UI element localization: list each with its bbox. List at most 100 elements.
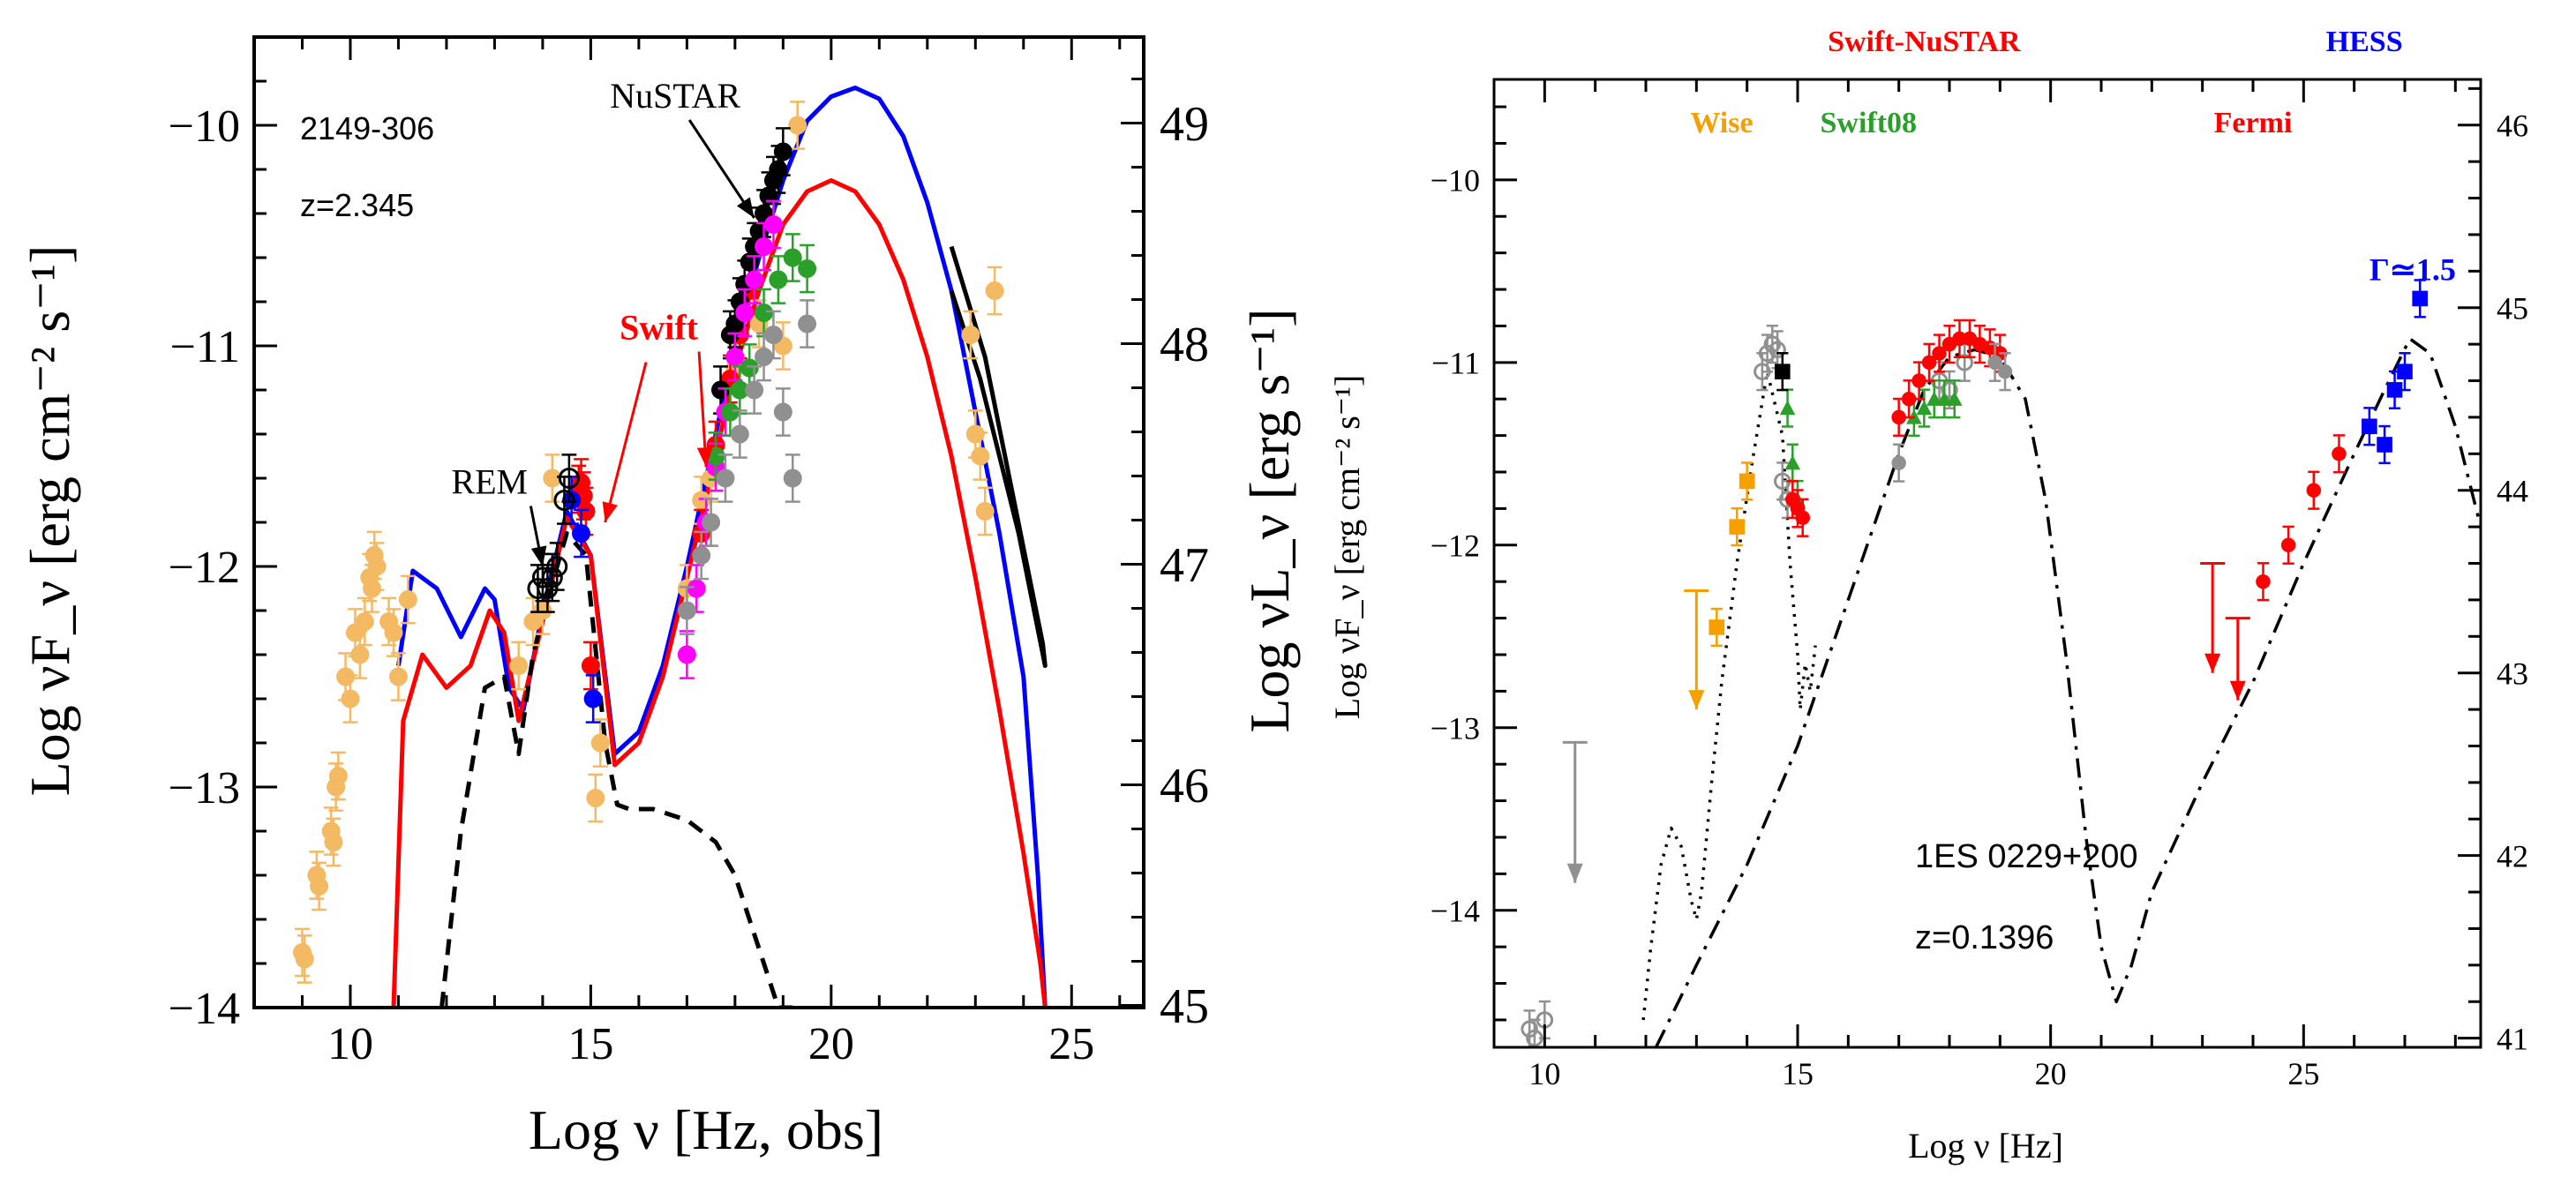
left-y-tick-label-right: 45 [1160,979,1209,1034]
right-y-tick-label-right: 46 [2497,108,2528,143]
right-y-tick-label: −12 [1431,528,1480,563]
left-x-tick-label: 15 [567,1019,613,1069]
left-series-grey-point [745,365,764,415]
left-axis-ticks: 10 15 20 25 −14 −13 −12 −11 −10 45 46 47 48 49 [169,35,1209,1069]
left-series-green-point [720,387,740,437]
left-series-archival-orange-point [324,817,343,867]
right-series-grey-open-point [1758,334,1776,373]
right-series-hess-point [2377,424,2392,465]
right-plot-frame [1492,78,2482,1049]
right-series-swift-nustar-red-point [1921,342,1937,382]
right-series-hess-point [2412,279,2428,319]
left-series-archival-orange-point [328,751,348,801]
right-y-tick-label: −14 [1431,893,1480,928]
right-y-axis-label: Log νF_ν [erg cm⁻² s⁻¹] [1327,375,1367,720]
left-series-grey-point [692,530,711,581]
right-series-hess-point [2362,407,2377,446]
left-y-tick-label-right: 47 [1160,538,1209,593]
right-band-label-swift-nustar: Swift-NuSTAR [1828,26,2021,58]
left-y-axis-label: Log νF_ν [erg cm⁻² s⁻¹] [19,245,81,797]
left-panel: NuSTAR Swift REM 10 15 20 25 −14 −13 −12 −11 −10 45… [19,35,1301,1161]
right-series-swift-nustar-red-point [1911,361,1926,401]
left-series-grey-point [755,332,774,382]
right-y-tick-label-right: 41 [2497,1021,2528,1056]
left-series-archival-orange-point [975,486,995,536]
right-series-fermi-point [2256,562,2271,602]
left-series-green-point [783,233,802,282]
left-y-tick-label: −11 [170,322,240,372]
left-series-archival-orange-point [788,101,807,150]
left-y-tick-label: −13 [169,763,240,813]
left-series-archival-orange-point [388,652,408,701]
right-axis-ticks: 10 15 20 25 −14 −13 −12 −11 −10 41 42 43 44 45 46 [1431,79,2528,1091]
left-series-archival-orange-point [398,574,417,625]
right-x-tick-label: 10 [1528,1056,1560,1091]
right-series-fermi-point [2280,525,2296,565]
right-series-fermi-point [2332,434,2347,474]
right-series-fermi-point [2306,470,2322,510]
right-source-name: 1ES 0229+200 [1915,838,2138,875]
left-series-grey-point [783,454,802,503]
right-redshift: z=0.1396 [1915,919,2054,956]
right-band-label-fermi: Fermi [2214,107,2293,139]
right-band-label-swift08: Swift08 [1820,107,1917,139]
left-y-tick-label-right: 49 [1160,97,1209,152]
left-series-swift-red-point [581,641,600,691]
right-y-tick-label: −13 [1431,710,1480,746]
right-series-wise-point [1709,607,1725,648]
right-annotation-1-5: Γ≃1.5 [2369,252,2456,288]
right-y-tick-label: −11 [1431,345,1480,380]
left-series-archival-orange-point [350,630,370,679]
left-x-tick-label: 25 [1048,1019,1094,1069]
left-series-gamma-ray-bowtie-line [949,245,1048,668]
left-series-magenta-point [735,288,755,338]
left-series-green-point [755,288,774,338]
right-series-grey-radio-upper-limit-arrow [1562,740,1588,883]
left-y-tick-label: −14 [169,984,240,1034]
left-series-swift-blue-point [572,508,591,559]
right-series-grey-x-ray-point [1891,443,1906,483]
right-series-swift08-green-point [1916,388,1933,428]
right-y-tick-label-right: 42 [2497,838,2528,873]
left-series-archival-orange-point [310,861,329,911]
left-annotation-swift: Swift [602,308,713,523]
left-y-tick-label: −12 [169,543,240,593]
right-panel: Γ≃1.5 Wise Swift08 Fermi Swift-NuSTAR HESS 10… [1327,26,2528,1166]
right-series-grey-x-ray-point [1987,342,2002,382]
left-series-archival-orange-point [355,596,374,647]
left-x-axis-label: Log ν [Hz, obs] [529,1098,883,1161]
right-x-axis-label: Log ν [Hz] [1908,1126,2063,1166]
left-annotation-text: NuSTAR [610,76,740,116]
right-series-fermi-upper-limits-arrow [2225,617,2250,701]
left-series-grey-point [798,299,817,349]
left-series-archival-orange-point [586,773,605,823]
left-series-archival-orange-point [985,266,1004,316]
right-y-tick-label-right: 43 [2497,656,2528,691]
left-annotation-nustar: NuSTAR [610,76,755,219]
right-y-tick-label-right: 45 [2497,290,2528,326]
left-series-archival-orange-point [971,431,990,481]
right-x-tick-label: 15 [1782,1056,1814,1091]
right-series-swift08-green-point [1936,379,1953,419]
left-x-tick-label: 10 [327,1019,373,1069]
left-series-grey-point [730,409,749,459]
right-series-hess-point [2397,352,2413,392]
right-series-swift-nustar-red-point [1952,319,1967,359]
left-series-rem-black-open-point [558,454,580,503]
right-series-dash-dot-model-line [1654,337,2481,1047]
left-annotation-text: Swift [620,308,699,348]
right-series-swift-nustar-red-point [1891,397,1906,438]
left-series-magenta-point [755,221,774,272]
right-annotation-text: Γ≃1.5 [2369,252,2456,288]
left-series-grey-point [773,387,792,437]
left-series-magenta-point [687,564,706,613]
right-plot-content: Γ≃1.5 Wise Swift08 Fermi Swift-NuSTAR HESS [1521,26,2481,1047]
right-series-swift08-green-point [1946,379,1963,419]
left-series-archival-orange-point [543,454,562,503]
right-band-label-wise: Wise [1690,107,1753,139]
left-series-archival-orange-point [961,310,980,360]
left-x-tick-label: 20 [808,1019,854,1069]
left-series-nustar-black-point [773,127,792,176]
left-series-magenta-point [763,199,783,250]
